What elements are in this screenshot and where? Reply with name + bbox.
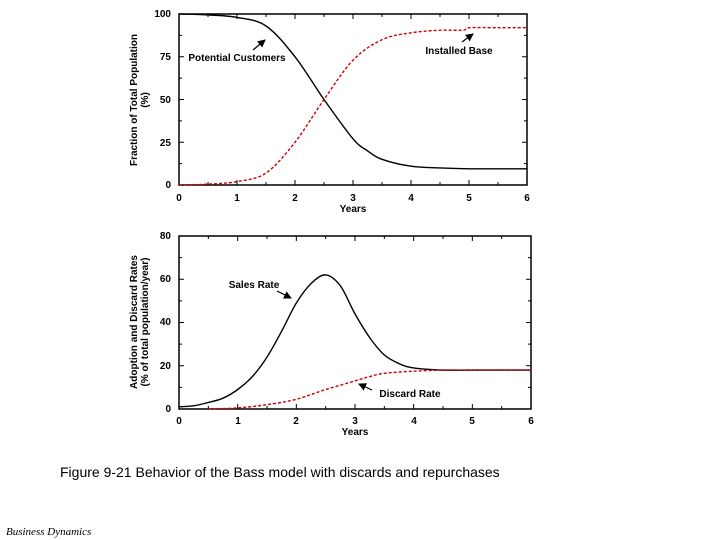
x-tick-label: 0 — [176, 416, 182, 427]
series-group — [178, 274, 531, 410]
y-tick-label: 100 — [154, 9, 171, 20]
y-tick-label: 0 — [165, 180, 171, 191]
annotation-arrow — [461, 33, 474, 43]
y-tick-label: 50 — [160, 95, 172, 106]
tick-marks — [178, 235, 532, 410]
annotation-sales-rate: Sales Rate — [229, 280, 292, 299]
x-tick-label: 6 — [524, 193, 530, 204]
x-tick-label: 5 — [466, 193, 472, 204]
x-tick-label: 5 — [469, 416, 475, 427]
series-label: Sales Rate — [229, 280, 280, 291]
annotation-arrow — [252, 39, 266, 51]
annotation-arrow — [276, 290, 292, 299]
tick-marks — [178, 13, 528, 186]
x-axis-label: Years — [340, 204, 367, 215]
x-tick-label: 2 — [293, 416, 299, 427]
y-tick-label: 20 — [160, 361, 172, 372]
x-tick-label: 0 — [176, 193, 182, 204]
x-tick-label: 3 — [350, 193, 356, 204]
annotation-installed-base: Installed Base — [425, 33, 493, 57]
series-line-installed-base — [178, 26, 527, 186]
y-tick-label: 0 — [165, 404, 171, 415]
y-tick-label: 80 — [160, 231, 172, 242]
y-axis-label: Adoption and Discard Rates — [129, 255, 140, 389]
footer-text: Business Dynamics — [6, 526, 92, 538]
x-tick-label: 2 — [292, 193, 298, 204]
plot-frame — [178, 13, 528, 186]
series-label: Installed Base — [425, 46, 493, 57]
plot-frame — [178, 235, 532, 410]
x-tick-label: 6 — [528, 416, 534, 427]
y-axis-label-unit: (%) — [140, 92, 151, 108]
figure-caption: Figure 9-21 Behavior of the Bass model w… — [60, 464, 500, 480]
y-axis-label-unit: (% of total population/year) — [140, 258, 151, 387]
series-group — [178, 13, 527, 186]
x-tick-label: 4 — [408, 193, 414, 204]
y-tick-label: 25 — [160, 138, 172, 149]
series-label: Potential Customers — [188, 53, 286, 64]
series-line-sales-rate — [178, 274, 531, 408]
annotation-discard-rate: Discard Rate — [358, 383, 441, 400]
annotation-potential-customers: Potential Customers — [188, 39, 286, 64]
y-tick-label: 40 — [160, 317, 172, 328]
series-line-potential-customers — [178, 13, 527, 170]
x-tick-label: 1 — [234, 193, 240, 204]
x-axis-label: Years — [342, 427, 369, 438]
y-tick-label: 75 — [160, 52, 172, 63]
x-tick-label: 3 — [352, 416, 358, 427]
series-label: Discard Rate — [379, 389, 441, 400]
y-tick-label: 60 — [160, 274, 172, 285]
x-tick-label: 4 — [411, 416, 417, 427]
annotation-arrow — [358, 383, 373, 391]
series-line-discard-rate — [208, 369, 531, 410]
y-axis-label: Fraction of Total Population — [129, 34, 140, 166]
x-tick-label: 1 — [235, 416, 241, 427]
chart-rates: 0 20 40 60 80 0 1 2 3 4 5 6 Years Adopti… — [129, 231, 534, 438]
figure: 0 25 50 75 100 0 1 2 3 4 5 6 Years Fract… — [129, 9, 534, 438]
chart-population: 0 25 50 75 100 0 1 2 3 4 5 6 Years Fract… — [129, 9, 530, 215]
